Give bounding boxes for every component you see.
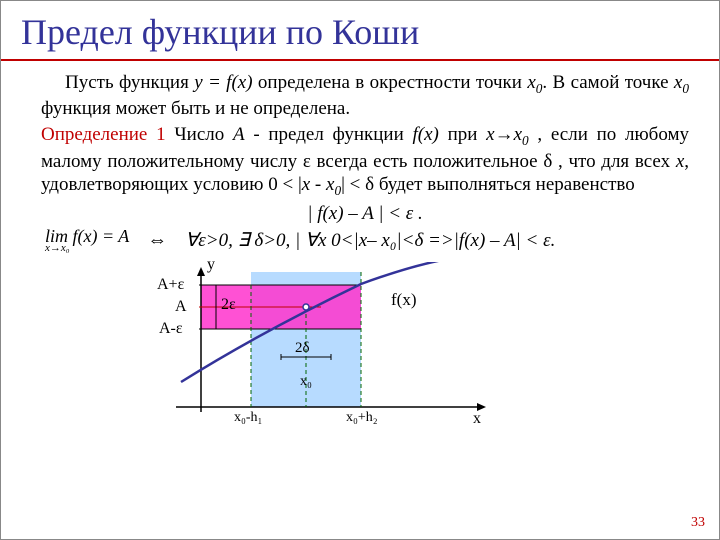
x0-h1-label: x₀-h₁ [234,410,262,426]
inequality: | f(x) – A | < ε . [41,202,689,226]
t: функция может быть и не определена. [41,98,350,119]
page-title: Предел функции по Коши [21,11,699,53]
x0-label: x₀ [300,374,312,390]
two-delta-label: 2δ [295,340,310,357]
t: определена в окрестности точки [253,72,528,93]
t: x - x [302,174,335,195]
two-eps-label: 2ε [221,296,236,314]
t: при [439,124,486,145]
y-axis-label: y [207,256,215,274]
limit-expr: lim f(x) = A x→x₀ [45,227,129,254]
iff-symbol: ⇔ [147,228,167,253]
t: Пусть функция [65,72,194,93]
x-axis-label: x [473,410,481,428]
t: | < δ будет выполняться неравенство [341,174,635,195]
t: x→x [486,124,522,145]
cauchy-diagram: y A+ε A A-ε 2ε 2δ x₀ x₀-h₁ x₀+h₂ f(x) x [121,262,541,442]
t: x [527,72,535,93]
t: А [233,124,245,145]
A-label: A [175,298,187,316]
page-number: 33 [691,515,705,531]
A-plus-eps: A+ε [157,276,184,294]
definition-label: Определение 1 [41,124,166,145]
body-text: Пусть функция y = f(x) определена в окре… [1,61,719,254]
x0-h2-label: x₀+h₂ [346,410,378,426]
fx-label: f(x) [391,290,416,310]
t: . В самой точке [542,72,674,93]
A-minus-eps: A-ε [159,320,183,338]
t: - предел функции [245,124,413,145]
t: Число [166,124,233,145]
t: y = f(x) [194,72,252,93]
t: х [676,151,684,172]
quantifier-line: ∀ε>0, ∃ δ>0, | ∀x 0<|x– x₀|<δ =>|f(x) – … [185,229,555,253]
t: f(x) [413,124,439,145]
